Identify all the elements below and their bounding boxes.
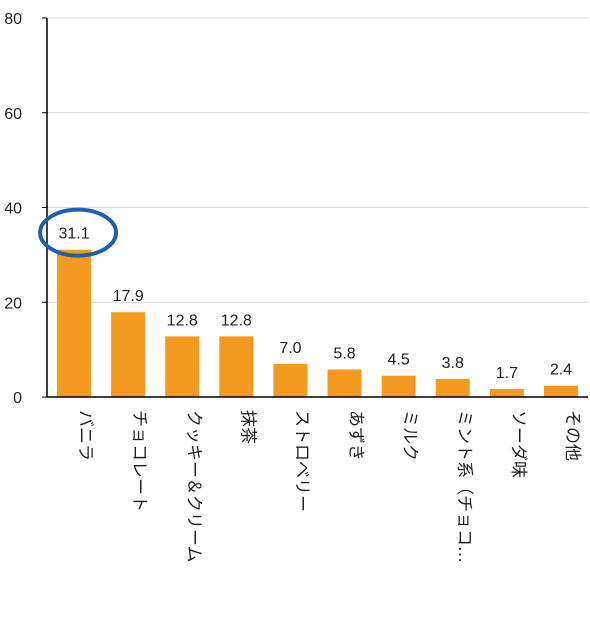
category-label: 抹茶 xyxy=(237,410,257,444)
data-label: 12.8 xyxy=(167,312,198,329)
category-label: ソーダ味 xyxy=(508,410,528,478)
bar xyxy=(273,363,308,397)
y-tick-label: 40 xyxy=(4,201,22,218)
y-tick-label: 0 xyxy=(13,390,22,407)
y-tick-label: 20 xyxy=(4,295,22,312)
data-label: 7.0 xyxy=(279,340,301,357)
data-labels: 31.1 17.9 12.8 12.8 7.0 5.8 4.5 3.8 1.7 2.4 xyxy=(58,226,572,382)
category-label: バニラ xyxy=(75,410,95,461)
bar xyxy=(57,249,92,397)
bars xyxy=(57,249,578,397)
category-label: ミルク xyxy=(400,410,420,461)
gridlines xyxy=(47,17,588,303)
bar xyxy=(111,312,146,397)
data-label: 1.7 xyxy=(496,365,518,382)
category-label: その他 xyxy=(562,410,582,461)
data-label: 5.8 xyxy=(333,346,355,363)
y-tick-label: 60 xyxy=(4,106,22,123)
y-tick-label: 80 xyxy=(4,11,22,28)
category-label: ミント系（チョコ… xyxy=(454,410,474,563)
category-label: あずき xyxy=(346,410,366,461)
bar xyxy=(435,378,470,397)
bar xyxy=(489,388,524,397)
highlight-circle xyxy=(38,207,119,258)
data-label: 3.8 xyxy=(442,355,464,372)
data-label: 17.9 xyxy=(113,288,144,305)
bar xyxy=(543,385,578,397)
bar xyxy=(219,336,254,397)
bar xyxy=(165,336,200,397)
data-label: 12.8 xyxy=(221,312,252,329)
category-label: クッキー＆クリーム xyxy=(183,410,203,563)
data-label: 4.5 xyxy=(388,352,410,369)
y-axis-ticks: 0 20 40 60 80 xyxy=(4,11,47,407)
category-labels: バニラ チョコレート クッキー＆クリーム 抹茶 ストロベリー あずき ミルク ミント系（チョコ… xyxy=(75,410,582,563)
data-label: 2.4 xyxy=(550,362,572,379)
category-label: ストロベリー xyxy=(291,410,311,512)
bar xyxy=(381,375,416,397)
category-label: チョコレート xyxy=(129,410,149,512)
bar xyxy=(327,369,362,397)
data-label: 31.1 xyxy=(58,226,89,243)
